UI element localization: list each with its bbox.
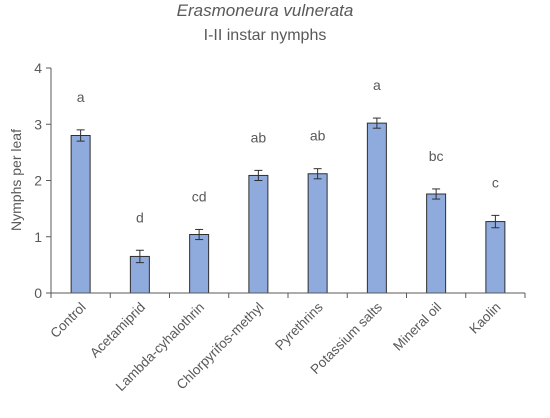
y-tick-label: 0 <box>34 285 42 301</box>
significance-label: bc <box>429 148 444 164</box>
significance-label: c <box>492 174 499 190</box>
y-axis: 0 1 2 3 4 <box>34 60 52 301</box>
bar <box>189 234 210 294</box>
x-axis: ControlAcetamipridLambda-cyhalothrinChlo… <box>47 292 526 394</box>
bar <box>426 193 447 294</box>
significance-label: d <box>136 209 144 225</box>
significance-label: ab <box>251 129 267 145</box>
chart-title: Erasmoneura vulnerata <box>177 1 354 20</box>
category-label: Kaolin <box>466 300 503 337</box>
bar <box>248 174 269 294</box>
significance-label: cd <box>192 188 207 204</box>
significance-label: a <box>373 77 381 93</box>
bar <box>70 135 91 294</box>
significance-label: ab <box>310 128 326 144</box>
bar <box>485 221 506 294</box>
y-tick-label: 4 <box>34 60 42 76</box>
bar <box>307 173 328 294</box>
significance-label: a <box>77 89 85 105</box>
category-label: Acetamiprid <box>87 300 148 361</box>
bars-group: a d cd ab ab a bc c <box>70 77 506 294</box>
category-label: Mineral oil <box>390 300 444 354</box>
y-tick-label: 3 <box>34 116 42 132</box>
chart-subtitle: I-II instar nymphs <box>204 27 327 44</box>
category-label: Pyrethrins <box>272 299 326 353</box>
y-tick-label: 2 <box>34 173 42 189</box>
y-axis-label: Nymphs per leaf <box>8 129 24 231</box>
bar <box>366 122 387 294</box>
category-label: Control <box>47 300 88 341</box>
y-tick-label: 1 <box>34 229 42 245</box>
